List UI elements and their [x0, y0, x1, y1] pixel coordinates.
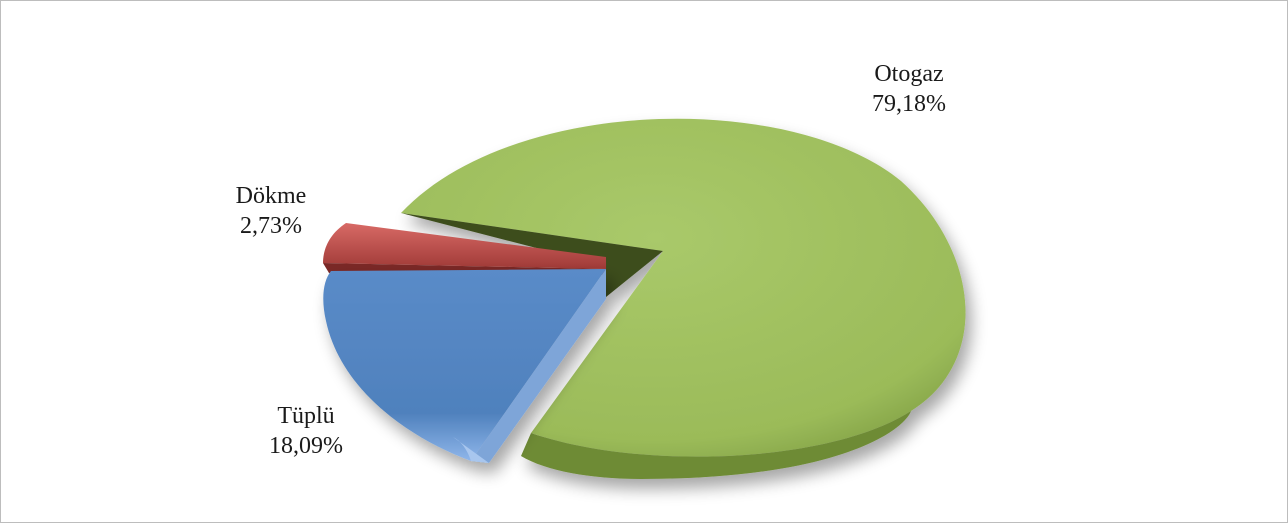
slice-otogaz	[401, 118, 966, 479]
label-dokme-value: 2,73%	[240, 213, 302, 239]
label-otogaz: Otogaz 79,18%	[839, 59, 979, 119]
label-dokme: Dökme 2,73%	[211, 181, 331, 241]
label-tuplu: Tüplü 18,09%	[241, 401, 371, 461]
label-tuplu-name: Tüplü	[277, 403, 335, 429]
label-dokme-name: Dökme	[235, 183, 307, 209]
label-otogaz-name: Otogaz	[874, 61, 944, 87]
slice-tuplu	[323, 269, 606, 463]
label-otogaz-value: 79,18%	[872, 91, 946, 117]
label-tuplu-value: 18,09%	[269, 433, 343, 459]
